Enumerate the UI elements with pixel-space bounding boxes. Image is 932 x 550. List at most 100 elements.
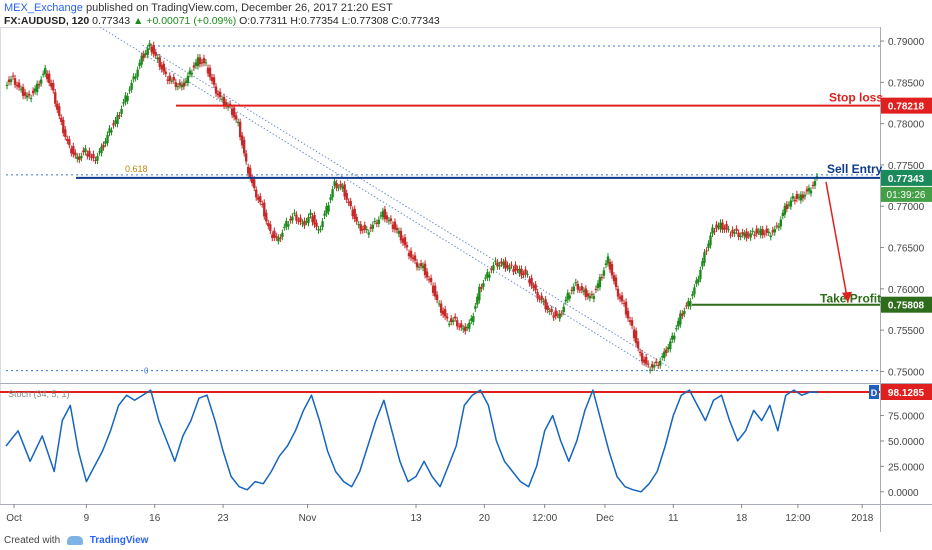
candle-body	[707, 243, 710, 248]
candle-body	[584, 288, 588, 298]
candle-body	[393, 221, 397, 230]
time-tick-label: 11	[668, 513, 679, 524]
ohlc-line: FX:AUDUSD, 120 0.77343 ▲ +0.00071 (+0.09…	[4, 15, 440, 28]
candle-body	[238, 121, 242, 138]
time-tick-label: 20	[479, 513, 491, 524]
candle-body	[397, 230, 401, 234]
sell-entry-price-box	[881, 169, 932, 186]
candle-body	[90, 156, 93, 158]
candle-body	[102, 144, 105, 148]
candle-body	[524, 269, 527, 275]
candle-body	[375, 222, 379, 224]
candle-body	[249, 168, 252, 179]
candle-body	[697, 278, 700, 283]
candle-body	[566, 292, 569, 300]
sell-entry-label: Sell Entry	[827, 162, 883, 176]
candle-body	[289, 218, 292, 221]
candle-body	[650, 364, 654, 368]
candle-body	[528, 279, 531, 284]
candle-body	[110, 130, 113, 133]
candle-body	[261, 203, 264, 205]
tradingview-brand[interactable]: TradingView	[89, 535, 149, 546]
candle-body	[25, 95, 29, 98]
candle-body	[689, 301, 692, 307]
price-tick-label: 0.78500	[888, 78, 925, 89]
chart-area[interactable]: 0.79000 0.78500 0.78000 0.77500 0.77000 0.765…	[0, 26, 932, 532]
time-tick-label: Dec	[596, 513, 614, 524]
candle-body	[731, 229, 734, 234]
candle-body	[761, 229, 764, 236]
stoch-title-label: Stoch (34, 5, 1)	[8, 389, 70, 399]
candle-body	[648, 369, 652, 371]
candle-body	[299, 217, 302, 222]
candle-body	[158, 57, 161, 67]
candle-body	[711, 227, 714, 234]
candle-body	[723, 227, 726, 230]
candle-body	[273, 230, 276, 238]
publisher-link[interactable]: MEX_Exchange	[4, 2, 83, 14]
candle-body	[160, 65, 163, 70]
candle-body	[244, 153, 248, 162]
candle-body	[403, 237, 407, 246]
candle-body	[144, 53, 147, 55]
candle-body	[520, 268, 523, 276]
candle-body	[562, 306, 565, 312]
candle-body	[198, 57, 202, 65]
candle-body	[618, 296, 622, 299]
target-arrow-shaft	[825, 181, 849, 303]
candle-body	[600, 277, 604, 279]
tradingview-cloud-icon	[66, 535, 83, 545]
candle-body	[313, 214, 316, 225]
candle-body	[329, 197, 332, 200]
candle-body	[52, 83, 55, 91]
candle-body	[423, 263, 427, 276]
candle-body	[437, 303, 441, 305]
candle-body	[415, 262, 419, 268]
candle-body	[482, 283, 485, 287]
candle-body	[703, 252, 706, 263]
candle-body	[624, 301, 628, 315]
candle-body	[769, 235, 772, 238]
target-arrow-head	[842, 291, 852, 303]
candle-body	[114, 120, 117, 124]
candle-body	[478, 287, 481, 301]
candle-body	[331, 189, 334, 198]
candle-body	[739, 235, 742, 237]
candle-body	[608, 261, 612, 270]
candle-body	[765, 228, 768, 233]
symbol-label: FX:AUDUSD, 120	[4, 15, 90, 27]
candle-body	[510, 264, 513, 266]
candle-body	[636, 341, 640, 349]
candle-body	[530, 277, 533, 286]
candle-body	[345, 193, 348, 200]
candle-body	[136, 69, 139, 77]
candle-body	[255, 189, 258, 198]
candle-body	[506, 264, 509, 268]
candle-body	[502, 262, 505, 266]
price-change: ▲ +0.00071 (+0.09%)	[133, 15, 237, 27]
candle-body	[339, 183, 342, 187]
candle-body	[749, 233, 752, 238]
candle-body	[598, 277, 602, 288]
candle-body	[695, 280, 698, 284]
candle-body	[164, 71, 167, 74]
candle-body	[29, 97, 33, 100]
candle-body	[200, 62, 204, 64]
candle-body	[80, 156, 83, 159]
candle-body	[269, 224, 272, 231]
candle-body	[771, 230, 774, 233]
candle-body	[196, 57, 200, 67]
candle-body	[361, 229, 364, 231]
candle-body	[757, 231, 760, 233]
candle-body	[693, 287, 696, 295]
time-tick-label: 16	[149, 513, 161, 524]
candle-body	[259, 196, 262, 203]
time-tick-label: Oct	[6, 513, 22, 524]
candle-body	[68, 139, 71, 145]
candle-body	[7, 79, 11, 83]
candle-body	[809, 190, 813, 194]
drawing-marker-d	[869, 385, 879, 400]
candle-body	[379, 215, 383, 217]
candle-body	[582, 290, 586, 292]
candle-body	[592, 296, 596, 299]
